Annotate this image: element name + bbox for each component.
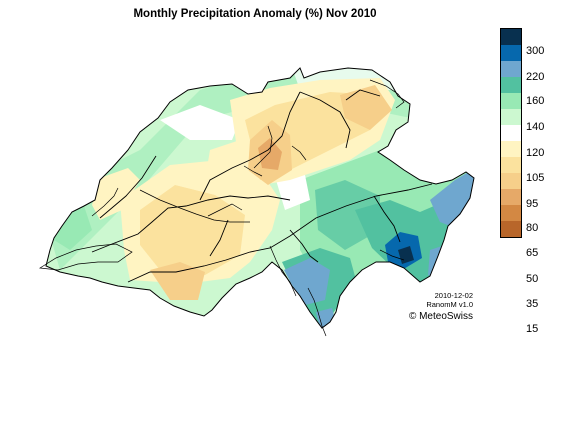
legend-label: 300 [526, 45, 545, 57]
product-version: RanomM v1.0 [426, 300, 473, 309]
legend-swatch [501, 61, 521, 77]
legend-swatch [501, 45, 521, 61]
legend-swatch [501, 29, 521, 45]
copyright-text: © MeteoSwiss [408, 311, 473, 322]
legend-label: 120 [526, 147, 545, 159]
credits: 2010-12-02 RanomM v1.0 © MeteoSwiss [405, 291, 473, 324]
legend-label: 65 [526, 247, 539, 259]
legend-label: 160 [526, 95, 545, 107]
legend-swatch [501, 125, 521, 141]
legend-swatch [501, 189, 521, 205]
legend-label: 15 [526, 323, 539, 335]
region-borders [91, 89, 433, 283]
country-border [45, 67, 475, 329]
legend-swatch [501, 141, 521, 157]
legend-label: 80 [526, 222, 539, 234]
legend-label: 95 [526, 198, 539, 210]
water-features [38, 79, 405, 337]
legend-swatch [501, 77, 521, 93]
legend-swatch [501, 157, 521, 173]
legend-swatch [501, 93, 521, 109]
legend-swatch [501, 205, 521, 221]
legend-colorbar [500, 28, 522, 238]
legend-label: 50 [526, 273, 539, 285]
legend-label: 105 [526, 172, 545, 184]
legend-swatch [501, 109, 521, 125]
legend-label: 140 [526, 121, 545, 133]
legend-label: 220 [526, 71, 545, 83]
legend-label: 35 [526, 298, 539, 310]
map-title: Monthly Precipitation Anomaly (%) Nov 20… [133, 8, 377, 20]
legend-swatch [501, 221, 521, 237]
issue-date: 2010-12-02 [434, 291, 473, 300]
legend-swatch [501, 173, 521, 189]
